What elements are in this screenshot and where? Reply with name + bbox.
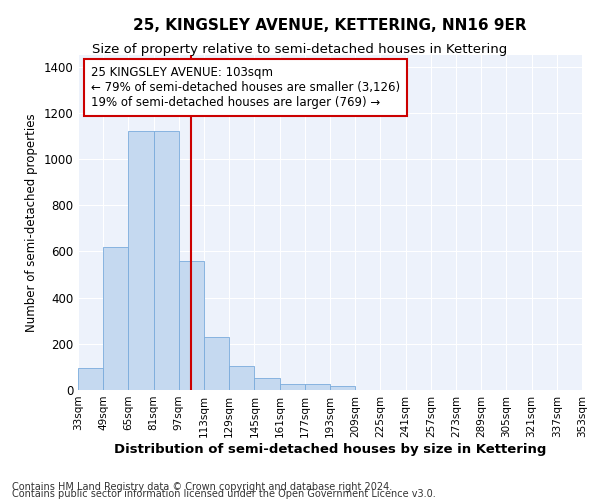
Bar bbox=[305, 384, 330, 390]
Bar bbox=[330, 386, 355, 390]
Bar bbox=[229, 366, 254, 390]
Text: Contains HM Land Registry data © Crown copyright and database right 2024.: Contains HM Land Registry data © Crown c… bbox=[12, 482, 392, 492]
Bar bbox=[254, 378, 280, 390]
Bar bbox=[204, 338, 229, 390]
Text: Contains public sector information licensed under the Open Government Licence v3: Contains public sector information licen… bbox=[12, 489, 436, 499]
Bar bbox=[128, 131, 154, 390]
Text: Size of property relative to semi-detached houses in Kettering: Size of property relative to semi-detach… bbox=[92, 42, 508, 56]
X-axis label: Distribution of semi-detached houses by size in Kettering: Distribution of semi-detached houses by … bbox=[114, 442, 546, 456]
Y-axis label: Number of semi-detached properties: Number of semi-detached properties bbox=[25, 113, 38, 332]
Bar bbox=[78, 368, 103, 390]
Text: 25 KINGSLEY AVENUE: 103sqm
← 79% of semi-detached houses are smaller (3,126)
19%: 25 KINGSLEY AVENUE: 103sqm ← 79% of semi… bbox=[91, 66, 400, 109]
Bar bbox=[280, 384, 305, 390]
Bar bbox=[179, 261, 204, 390]
Title: 25, KINGSLEY AVENUE, KETTERING, NN16 9ER: 25, KINGSLEY AVENUE, KETTERING, NN16 9ER bbox=[133, 18, 527, 33]
Bar bbox=[154, 131, 179, 390]
Bar bbox=[103, 247, 128, 390]
